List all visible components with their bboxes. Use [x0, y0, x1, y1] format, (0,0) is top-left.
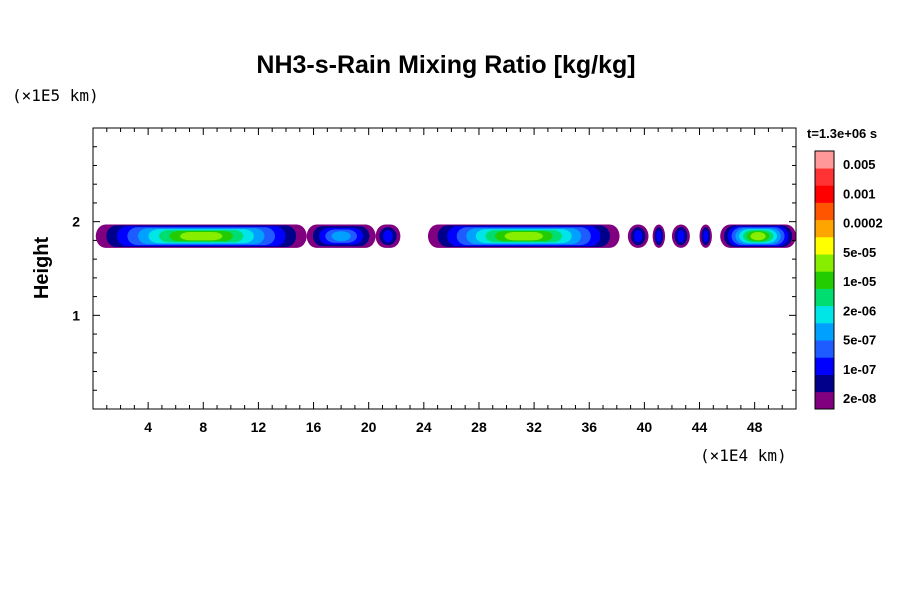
colorbar-swatch	[815, 185, 834, 203]
x-tick-label: 8	[199, 419, 207, 435]
x-unit-label: (×1E4 km)	[700, 446, 787, 465]
cloud-contour	[703, 230, 709, 243]
colorbar-swatch	[815, 168, 834, 186]
chart-title: NH3-s-Rain Mixing Ratio [kg/kg]	[256, 51, 635, 79]
plot-area	[92, 127, 797, 410]
colorbar-label: 2e-08	[843, 391, 876, 406]
cloud-segment	[652, 224, 666, 248]
cloud-contour	[504, 231, 543, 241]
colorbar-swatch	[815, 374, 834, 393]
colorbar-label: 5e-07	[843, 333, 876, 348]
colorbar-swatch	[815, 357, 834, 375]
cloud-segment	[95, 224, 307, 248]
cloud-contour	[750, 231, 766, 241]
colorbar-swatch	[815, 237, 834, 255]
cloud-segment	[699, 224, 712, 248]
colorbar-frame	[814, 150, 835, 410]
cloud-contour	[677, 230, 685, 243]
x-tick-label: 28	[471, 419, 487, 435]
colorbar-swatch	[815, 340, 834, 358]
x-tick-label: 4	[144, 419, 152, 435]
colorbar-swatch	[815, 323, 834, 341]
x-tick-label: 32	[526, 419, 542, 435]
colorbar-label: 0.001	[843, 186, 876, 201]
cloud-contour	[656, 230, 662, 243]
x-tick-label: 20	[361, 419, 377, 435]
x-tick-label: 44	[692, 419, 708, 435]
colorbar-label: 0.005	[843, 157, 876, 172]
cloud-segment	[627, 224, 649, 248]
cloud-segment	[671, 224, 690, 248]
colorbar-label: 1e-07	[843, 362, 876, 377]
colorbar-swatch	[815, 202, 834, 221]
x-tick-label: 36	[581, 419, 597, 435]
colorbar-swatch	[815, 305, 834, 324]
cloud-segment	[306, 224, 376, 248]
time-label: t=1.3e+06 s	[807, 126, 877, 141]
y-tick-label: 1	[72, 307, 80, 323]
cloud-contour	[331, 231, 351, 242]
cloud-segment	[427, 224, 620, 248]
colorbar-swatch	[815, 288, 834, 307]
cloud-segment	[720, 224, 796, 248]
x-tick-label: 24	[416, 419, 432, 435]
cloud-contour	[180, 231, 223, 241]
x-tick-label: 48	[747, 419, 763, 435]
colorbar-swatch	[815, 151, 834, 169]
colorbar-swatch	[815, 254, 834, 272]
x-tick-label: 40	[637, 419, 653, 435]
cloud-contour	[383, 230, 393, 243]
x-tick-label: 12	[251, 419, 267, 435]
colorbar-label: 5e-05	[843, 245, 876, 260]
plot-frame	[92, 127, 797, 410]
y-axis-label: Height	[31, 237, 53, 300]
x-tick-label: 16	[306, 419, 322, 435]
y-tick-label: 2	[72, 214, 80, 230]
cloud-segment	[375, 224, 401, 248]
colorbar-label: 1e-05	[843, 274, 876, 289]
colorbar-swatch	[815, 391, 834, 410]
cloud-contour	[634, 230, 643, 243]
colorbar-swatch	[815, 271, 834, 289]
y-unit-label: (×1E5 km)	[12, 86, 99, 105]
colorbar: 0.005 0.001 0.0002 5e-05 1e-05 2e-06 5e-07 1e-0…	[814, 150, 883, 410]
colorbar-swatch	[815, 219, 834, 238]
colorbar-label: 0.0002	[843, 216, 883, 231]
colorbar-label: 2e-06	[843, 303, 876, 318]
